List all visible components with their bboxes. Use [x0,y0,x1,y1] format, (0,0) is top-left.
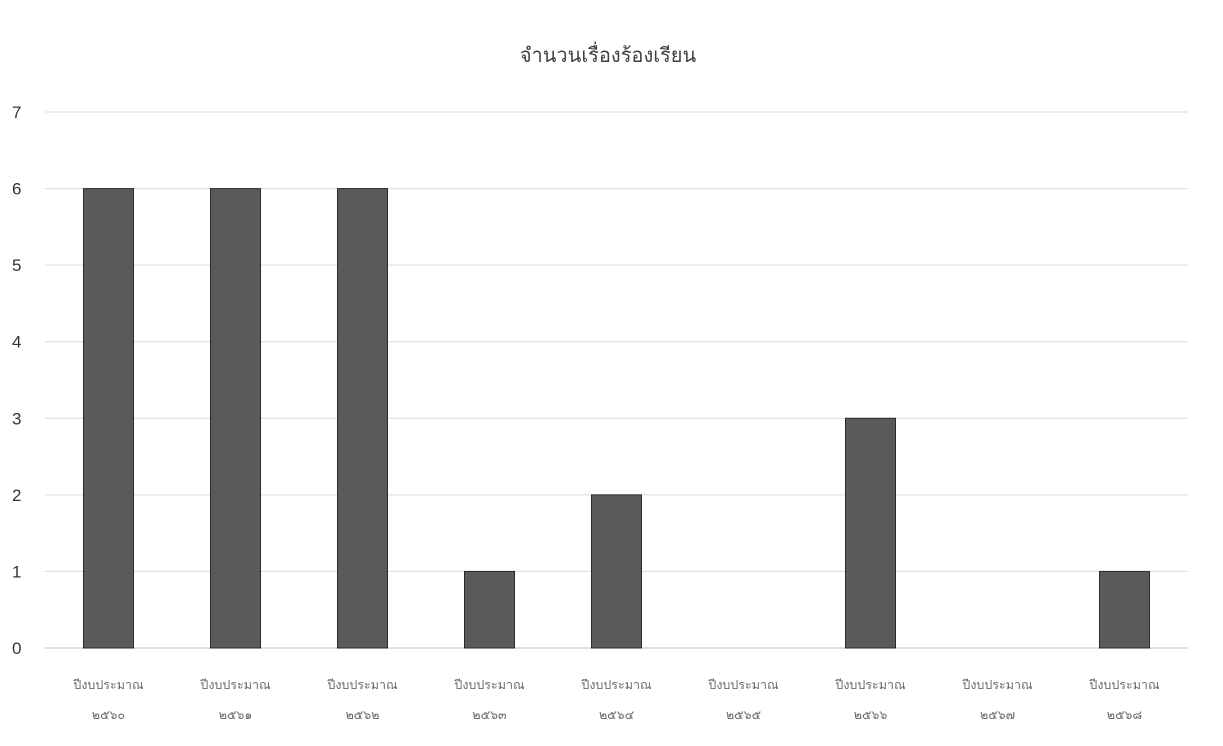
bar [337,188,388,649]
bar [1099,570,1150,649]
chart-title: จำนวนเรื่องร้องเรียน [520,41,697,67]
x-tick-year-label: ๒๕๖๕ [726,707,761,722]
y-tick-label: 4 [12,333,21,352]
y-tick-label: 2 [12,486,21,505]
x-tick-label: ปีงบประมาณ [454,677,525,692]
x-tick-label: ปีงบประมาณ [835,677,906,692]
bar [845,417,896,649]
y-axis-ticks: 0 1 2 3 4 5 6 7 [12,103,21,658]
x-tick-year-label: ๒๕๖๑ [219,707,253,722]
y-tick-label: 0 [12,639,21,658]
bars [83,188,1150,649]
x-tick-year-label: ๒๕๖๖ [854,707,888,722]
x-tick-year-label: ๒๕๖๐ [92,707,125,722]
y-tick-label: 6 [12,180,21,199]
y-tick-label: 3 [12,409,21,428]
x-tick-year-label: ๒๕๖๒ [346,707,380,722]
x-tick-label: ปีงบประมาณ [1089,677,1160,692]
x-tick-label: ปีงบประมาณ [708,677,779,692]
bar [591,494,642,649]
x-tick-year-label: ๒๕๖๘ [1107,707,1142,722]
y-tick-label: 7 [12,103,21,122]
x-tick-label: ปีงบประมาณ [327,677,398,692]
bar [210,188,261,649]
bar [83,188,134,649]
x-tick-year-label: ๒๕๖๓ [472,707,506,722]
x-tick-label: ปีงบประมาณ [581,677,652,692]
x-tick-year-label: ๒๕๖๗ [980,707,1015,722]
x-tick-label: ปีงบประมาณ [73,677,144,692]
bar [464,570,515,649]
x-tick-label: ปีงบประมาณ [200,677,271,692]
x-tick-label: ปีงบประมาณ [962,677,1033,692]
y-tick-label: 1 [12,562,21,581]
x-tick-year-label: ๒๕๖๔ [599,707,634,722]
y-tick-label: 5 [12,256,21,275]
